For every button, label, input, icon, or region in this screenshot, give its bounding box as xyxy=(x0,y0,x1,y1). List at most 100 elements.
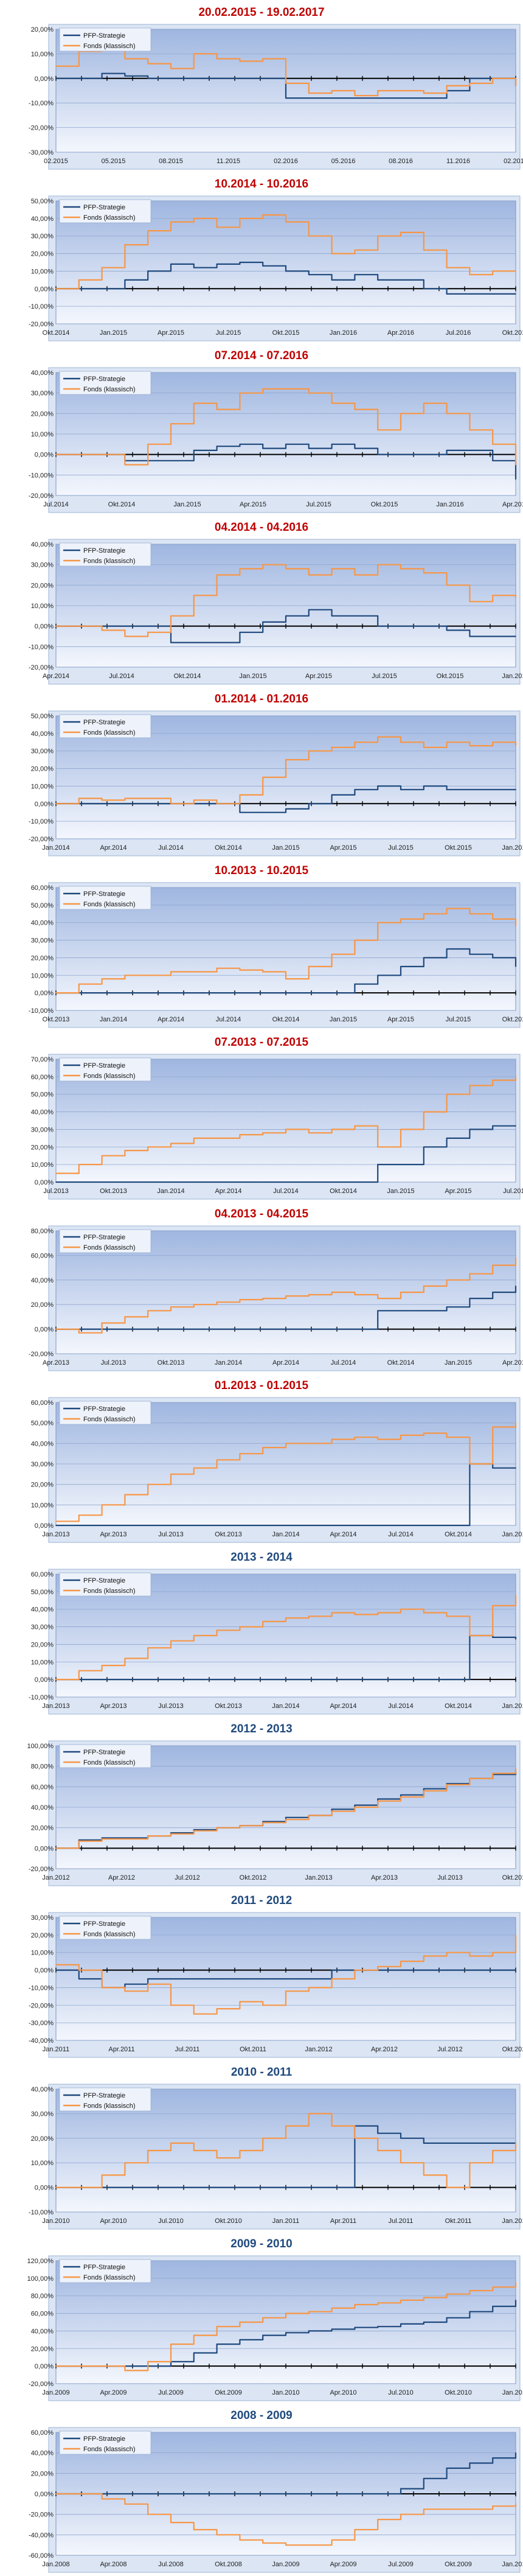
data-point xyxy=(193,595,195,597)
legend-label: Fonds (klassisch) xyxy=(83,386,136,393)
series-line-fonds-klassisch xyxy=(56,388,517,466)
data-point xyxy=(101,978,103,979)
data-point xyxy=(515,1934,516,1936)
y-tick-label: 40,00% xyxy=(31,730,54,738)
x-tick-label: Apr.2014 xyxy=(272,1359,299,1367)
data-point xyxy=(400,1292,401,1293)
data-point xyxy=(515,1638,516,1640)
data-point xyxy=(239,1181,241,1183)
data-point xyxy=(377,785,379,787)
legend: PFP-Strategie Fonds (klassisch) xyxy=(59,1744,151,1768)
data-point xyxy=(308,2493,310,2494)
x-tick-label: Jul.2010 xyxy=(388,2389,414,2396)
y-tick-label: 0,00% xyxy=(35,2185,54,2192)
legend-box xyxy=(59,1916,151,1940)
data-point xyxy=(354,97,356,99)
data-point xyxy=(354,983,356,985)
x-tick-label: Okt.2016 xyxy=(502,329,523,337)
data-point xyxy=(216,803,218,805)
x-tick-label: 02.2015 xyxy=(44,158,68,165)
data-point xyxy=(124,1181,126,1183)
data-point xyxy=(331,1525,333,1526)
data-point xyxy=(262,811,264,813)
data-point xyxy=(446,2143,448,2144)
data-point xyxy=(423,1788,424,1790)
legend-label: PFP-Strategie xyxy=(83,547,125,555)
data-point xyxy=(216,992,218,993)
x-tick-label: Jan.2015 xyxy=(387,1188,414,1195)
y-tick-label: 60,00% xyxy=(31,1074,54,1081)
data-point xyxy=(101,1155,103,1157)
y-tick-label: -10,00% xyxy=(29,818,54,825)
x-tick-label: Jul.2014 xyxy=(331,1359,356,1367)
data-point xyxy=(423,957,424,959)
x-tick-label: Jul.2014 xyxy=(388,1703,414,1710)
data-point xyxy=(101,288,103,290)
y-tick-label: 0,00% xyxy=(35,1845,54,1852)
data-point xyxy=(308,1294,310,1295)
data-point xyxy=(78,1514,80,1516)
data-point xyxy=(446,1679,448,1680)
data-point xyxy=(124,1316,126,1318)
y-tick-label: 10,00% xyxy=(31,783,54,790)
data-point xyxy=(377,1679,379,1680)
data-point xyxy=(308,447,310,449)
data-point xyxy=(423,1790,424,1791)
data-point xyxy=(239,811,241,813)
data-point xyxy=(423,625,424,627)
y-tick-label: 10,00% xyxy=(31,51,54,58)
y-tick-label: 0,00% xyxy=(35,623,54,631)
data-point xyxy=(492,1125,494,1127)
y-tick-label: 20,00% xyxy=(31,1144,54,1151)
legend-label: PFP-Strategie xyxy=(83,32,125,40)
data-point xyxy=(193,2529,195,2530)
legend-label: Fonds (klassisch) xyxy=(83,214,136,222)
data-point xyxy=(308,609,310,611)
y-tick-label: -10,00% xyxy=(29,2209,54,2216)
data-point xyxy=(423,2174,424,2176)
data-point xyxy=(147,1146,149,1148)
chart-panel: 2013 - 2014 60,00% 50,00% 40,00% 30,00% 20,00… xyxy=(0,1545,523,1717)
x-tick-label: Okt.2014 xyxy=(174,673,201,680)
data-point xyxy=(469,83,471,84)
data-point xyxy=(331,1810,333,1812)
legend: PFP-Strategie Fonds (klassisch) xyxy=(59,2087,151,2112)
legend: PFP-Strategie Fonds (klassisch) xyxy=(59,1401,151,1425)
data-point xyxy=(492,1605,494,1606)
x-tick-label: Jan.2013 xyxy=(42,1703,69,1710)
legend-label: Fonds (klassisch) xyxy=(83,1416,136,1423)
data-point xyxy=(515,293,516,295)
data-point xyxy=(101,1181,103,1183)
y-tick-label: 20,00% xyxy=(31,251,54,258)
data-point xyxy=(170,1328,171,1330)
data-point xyxy=(193,77,195,79)
data-point xyxy=(446,1279,448,1281)
data-point xyxy=(308,1987,310,1989)
chart-svg: 2012 - 2013 100,00% 80,00% 60,00% 40,00% 20,0… xyxy=(27,1723,523,1886)
y-tick-label: 0,00% xyxy=(35,1522,54,1530)
data-point xyxy=(400,2162,401,2164)
data-point xyxy=(78,1978,80,1979)
data-point xyxy=(469,429,471,431)
data-point xyxy=(262,265,264,267)
data-point xyxy=(308,992,310,993)
legend-box xyxy=(59,1572,151,1597)
data-point xyxy=(262,1621,264,1622)
x-tick-label: Jan.2016 xyxy=(502,673,523,680)
chart-svg: 2011 - 2012 30,00% 20,00% 10,00% 0,00% -10,00… xyxy=(29,1894,523,2058)
data-point xyxy=(423,2508,424,2510)
data-point xyxy=(423,572,424,573)
data-point xyxy=(515,2452,516,2454)
data-point xyxy=(446,1306,448,1308)
data-point xyxy=(193,642,195,643)
data-point xyxy=(147,1181,149,1183)
data-point xyxy=(285,1617,286,1619)
y-tick-label: 60,00% xyxy=(31,1571,54,1578)
data-point xyxy=(446,1784,448,1785)
data-point xyxy=(78,797,80,799)
x-tick-label: Apr.2012 xyxy=(371,2046,398,2053)
data-point xyxy=(285,2125,286,2127)
data-point xyxy=(262,777,264,778)
data-point xyxy=(308,1132,310,1134)
data-point xyxy=(515,1286,516,1287)
